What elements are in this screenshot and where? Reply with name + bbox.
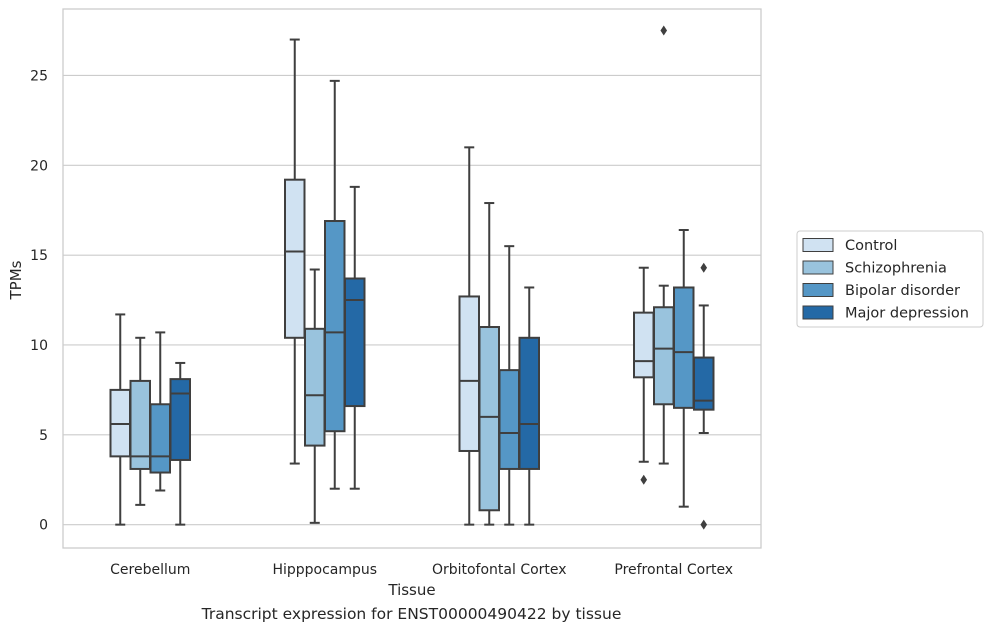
x-axis-ticks: Cerebellum Hipppocampus Orbitofontal Corte… [110, 562, 733, 578]
legend-swatch [802, 305, 834, 320]
y-tick-label: 25 [30, 68, 48, 84]
legend-item: Schizophrenia [802, 260, 947, 277]
outlier-point [700, 519, 708, 530]
y-axis-ticks: 0 5 10 15 20 25 [30, 68, 48, 533]
y-tick-label: 10 [30, 338, 48, 354]
box-cerebellum [149, 331, 171, 492]
box-prefrontal-cortex [693, 262, 715, 530]
legend-label: Bipolar disorder [845, 283, 960, 299]
x-tick-label: Hipppocampus [272, 562, 377, 578]
iqr-box [304, 327, 326, 447]
box-prefrontal-cortex [653, 25, 675, 465]
box-prefrontal-cortex [673, 228, 695, 508]
y-axis-label: TPMs [7, 260, 25, 300]
iqr-box [478, 326, 500, 512]
iqr-box [324, 220, 346, 433]
y-tick-label: 0 [39, 518, 48, 534]
iqr-box [149, 403, 171, 474]
legend-frame [796, 230, 984, 328]
iqr-box [344, 277, 366, 408]
box-hipppocampus [304, 268, 326, 524]
legend-label: Schizophrenia [845, 261, 947, 277]
iqr-box [673, 286, 695, 409]
series-bipolar-disorder [149, 79, 695, 526]
box-cerebellum [129, 336, 151, 506]
legend: Control Schizophrenia Bipolar disorder Majo… [796, 230, 984, 328]
x-tick-label: Prefrontal Cortex [614, 562, 733, 578]
x-tick-label: Cerebellum [110, 562, 190, 578]
x-tick-label: Orbitofontal Cortex [432, 562, 567, 578]
legend-item: Control [802, 238, 897, 254]
box-series [109, 25, 715, 530]
iqr-box [498, 369, 520, 470]
x-axis-label: Tissue [387, 581, 435, 599]
box-cerebellum [109, 313, 131, 526]
legend-swatch [802, 283, 834, 297]
legend-label: Major depression [845, 306, 969, 322]
box-orbitofontal-cortex [478, 202, 500, 526]
iqr-box [458, 295, 480, 452]
series-control [109, 38, 655, 526]
y-tick-label: 15 [30, 248, 48, 264]
box-hipppocampus [284, 38, 306, 465]
box-orbitofontal-cortex [458, 146, 480, 526]
iqr-box [693, 356, 715, 411]
box-prefrontal-cortex [633, 266, 655, 485]
y-tick-label: 5 [39, 428, 48, 444]
box-orbitofontal-cortex [498, 245, 520, 526]
box-cerebellum [169, 361, 191, 526]
legend-label: Control [845, 238, 897, 254]
outlier-point [640, 474, 648, 485]
outlier-point [700, 262, 708, 273]
iqr-box [518, 336, 540, 470]
outlier-point [660, 25, 668, 36]
iqr-box [284, 178, 306, 339]
y-tick-label: 20 [30, 158, 48, 174]
legend-swatch [802, 260, 834, 275]
box-hipppocampus [324, 79, 346, 490]
series-schizophrenia [129, 25, 675, 526]
plot-area-frame [62, 8, 762, 549]
box-orbitofontal-cortex [518, 286, 540, 526]
legend-swatch [802, 238, 834, 252]
iqr-box [633, 311, 655, 379]
iqr-box [653, 306, 675, 406]
box-hipppocampus [344, 185, 366, 490]
figure-caption: Transcript expression for ENST0000049042… [201, 605, 622, 623]
series-major-depression [169, 185, 715, 530]
legend-item: Major depression [802, 305, 969, 322]
legend-item: Bipolar disorder [802, 283, 960, 299]
iqr-box [169, 378, 191, 461]
